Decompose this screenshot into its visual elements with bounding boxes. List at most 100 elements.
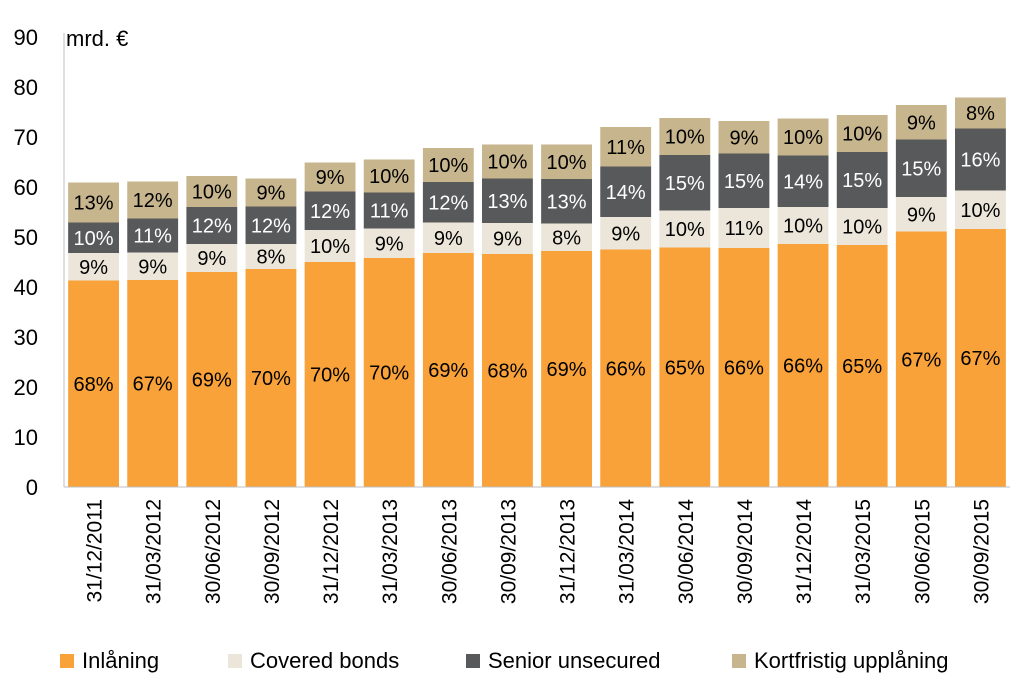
data-label: 10% (74, 228, 114, 250)
data-label: 14% (606, 182, 646, 204)
y-tick-label: 80 (14, 75, 38, 100)
data-label: 66% (606, 358, 646, 380)
bar-segment (245, 206, 297, 244)
data-label: 10% (960, 200, 1000, 222)
data-label: 66% (783, 356, 823, 378)
data-label: 8% (966, 103, 995, 125)
bar-segment (600, 217, 652, 250)
data-label: 69% (192, 370, 232, 392)
x-tick-label: 31/03/2013 (379, 499, 402, 604)
data-label: 12% (428, 192, 468, 214)
data-label: 70% (251, 368, 291, 390)
data-label: 12% (310, 201, 350, 223)
bar-segment (422, 222, 474, 253)
data-label: 9% (729, 127, 758, 149)
bar-segment (127, 218, 179, 253)
bar-stack: 70% 8% 12% 9% (245, 178, 297, 487)
data-label: 10% (665, 127, 705, 149)
data-label: 65% (842, 356, 882, 378)
data-label: 9% (611, 223, 640, 245)
bar-segment (955, 229, 1006, 487)
data-label: 10% (842, 124, 882, 146)
legend-label: Senior unsecured (488, 648, 661, 673)
bar-segment (482, 223, 533, 254)
data-label: 10% (487, 152, 527, 174)
data-label: 10% (842, 217, 882, 239)
bar-stack: 68% 9% 10% 13% (68, 182, 119, 487)
bar-stack: 69% 9% 12% 10% (422, 148, 474, 487)
legend-item: Kortfristig upplåning (732, 644, 948, 678)
data-label: 15% (665, 173, 705, 195)
data-label: 10% (369, 166, 409, 188)
y-tick-label: 70 (14, 125, 38, 150)
bar-segment (422, 253, 474, 487)
data-label: 9% (138, 256, 167, 278)
bar-segment (482, 254, 533, 487)
bar-segment (245, 244, 297, 269)
bar-segment (186, 207, 238, 244)
x-tick-label: 30/06/2015 (911, 499, 934, 604)
bar-segment (68, 222, 119, 253)
data-label: 9% (79, 257, 108, 279)
data-label: 10% (783, 216, 823, 238)
bar-segment (245, 178, 297, 207)
bars: 68% 9% 10% 13% 67% 9% 11% 12% 69% 9% 12% 10% 70% 8% 12… (68, 97, 1006, 487)
bar-segment (718, 208, 770, 248)
data-label: 9% (907, 112, 936, 134)
bar-segment (363, 159, 415, 193)
data-label: 12% (251, 215, 291, 237)
data-label: 13% (487, 191, 527, 213)
bar-segment (718, 248, 770, 487)
bar-segment (422, 148, 474, 182)
data-label: 67% (901, 349, 941, 371)
bar-segment (718, 121, 770, 154)
data-label: 10% (547, 152, 587, 174)
y-tick-label: 20 (14, 375, 38, 400)
bar-stack: 70% 10% 12% 9% (304, 162, 356, 487)
bar-stack: 67% 10% 16% 8% (955, 97, 1006, 487)
bar-segment (304, 191, 356, 230)
bar-segment (718, 153, 770, 208)
bar-stack: 66% 10% 14% 10% (777, 118, 829, 487)
bar-segment (363, 228, 415, 258)
y-axis: 0 10 20 30 40 50 60 70 80 90 (14, 25, 65, 500)
legend-item: Covered bonds (228, 644, 399, 678)
data-label: 10% (310, 236, 350, 258)
bar-segment (777, 207, 829, 244)
data-label: 67% (133, 374, 173, 396)
bar-segment (895, 231, 947, 487)
bar-segment (68, 253, 119, 281)
legend-swatch (466, 654, 480, 668)
bar-segment (659, 210, 711, 248)
bar-segment (127, 280, 179, 487)
data-label: 11% (370, 201, 409, 223)
data-label: 66% (724, 358, 764, 380)
data-label: 10% (192, 182, 232, 204)
data-label: 15% (842, 170, 882, 192)
bar-segment (836, 245, 888, 487)
bar-segment (363, 258, 415, 487)
y-tick-label: 10 (14, 425, 38, 450)
bar-segment (600, 249, 652, 487)
bar-stack: 66% 11% 15% 9% (718, 121, 770, 487)
bar-segment (422, 182, 474, 223)
bar-segment (363, 192, 415, 229)
bar-segment (304, 162, 356, 192)
bar-segment (68, 182, 119, 223)
legend-label: Inlåning (82, 648, 160, 673)
x-tick-label: 31/03/2015 (852, 499, 875, 604)
legend-swatch (228, 654, 242, 668)
legend-item: Inlåning (60, 644, 159, 678)
y-tick-label: 0 (26, 475, 38, 500)
data-label: 67% (960, 348, 1000, 370)
x-tick-label: 30/09/2015 (970, 499, 993, 604)
bar-segment (186, 244, 238, 272)
data-label: 12% (133, 190, 173, 212)
legend-swatch (732, 654, 746, 668)
bar-segment (895, 197, 947, 232)
data-label: 9% (493, 229, 522, 251)
bar-segment (777, 155, 829, 207)
data-label: 9% (197, 248, 226, 270)
y-tick-label: 40 (14, 275, 38, 300)
data-label: 16% (960, 150, 1000, 172)
